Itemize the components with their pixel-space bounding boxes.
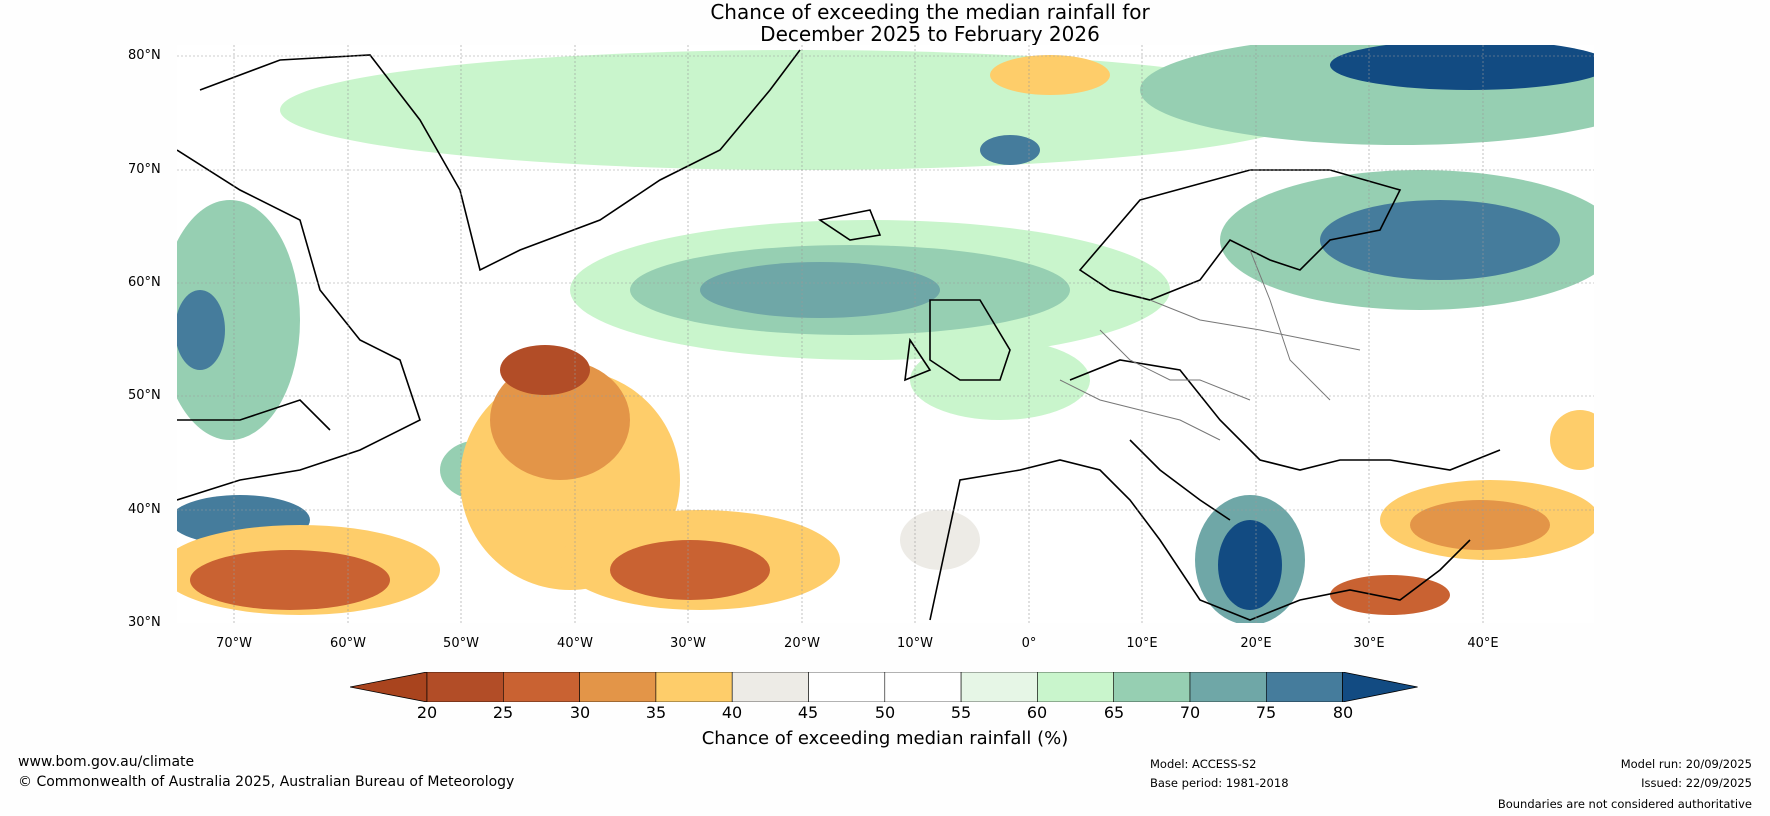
rainfall-map	[177, 45, 1594, 623]
base-period: Base period: 1981-2018	[1150, 776, 1289, 790]
lat-label-40n: 40°N	[128, 502, 161, 517]
lon-label-60w: 60°W	[330, 636, 366, 651]
lon-label-40e: 40°E	[1467, 636, 1499, 651]
colorbar-segment	[960, 672, 1038, 702]
model-run: Model run: 20/09/2025	[1620, 757, 1752, 771]
colorbar-extend-low	[350, 672, 428, 702]
lon-label-10e: 10°E	[1126, 636, 1158, 651]
map-title-line-2: December 2025 to February 2026	[760, 22, 1100, 46]
lon-label-20w: 20°W	[784, 636, 820, 651]
colorbar-tick: 75	[1255, 703, 1277, 722]
copyright: © Commonwealth of Australia 2025, Austra…	[18, 774, 515, 790]
colorbar-segment	[1189, 672, 1267, 702]
colorbar-tick: 35	[645, 703, 667, 722]
colorbar-tick: 55	[950, 703, 972, 722]
colorbar-segment	[1113, 672, 1191, 702]
colorbar-segment	[1037, 672, 1115, 702]
country-borders	[1059, 249, 1361, 441]
colorbar-tick: 40	[721, 703, 743, 722]
site-url[interactable]: www.bom.gov.au/climate	[18, 754, 195, 770]
colorbar-tick: 50	[874, 703, 896, 722]
model-name: Model: ACCESS-S2	[1150, 757, 1257, 771]
issued-date: Issued: 22/09/2025	[1641, 776, 1752, 790]
lon-label-30e: 30°E	[1353, 636, 1385, 651]
colorbar-tick: 80	[1332, 703, 1354, 722]
colorbar-tick: 20	[416, 703, 438, 722]
colorbar-tick: 65	[1103, 703, 1125, 722]
colorbar-segment	[731, 672, 809, 702]
colorbar-segment	[426, 672, 504, 702]
lat-label-60n: 60°N	[128, 275, 161, 290]
lat-label-50n: 50°N	[128, 388, 161, 403]
lon-label-40w: 40°W	[557, 636, 593, 651]
lat-label-30n: 30°N	[128, 615, 161, 630]
lat-label-70n: 70°N	[128, 162, 161, 177]
colorbar-tick: 25	[492, 703, 514, 722]
colorbar-tick: 45	[797, 703, 819, 722]
colorbar-segment	[655, 672, 733, 702]
colorbar-segment	[884, 672, 962, 702]
colorbar-tick: 30	[569, 703, 591, 722]
wet-anomaly-areas	[177, 45, 1594, 623]
colorbar-label: Chance of exceeding median rainfall (%)	[701, 728, 1069, 749]
colorbar	[350, 672, 1418, 702]
disclaimer: Boundaries are not considered authoritat…	[1497, 797, 1752, 811]
lon-label-10w: 10°W	[897, 636, 933, 651]
lat-label-80n: 80°N	[128, 48, 161, 63]
colorbar-tick: 60	[1026, 703, 1048, 722]
lon-label-30w: 30°W	[670, 636, 706, 651]
lon-label-0: 0°	[1021, 636, 1037, 651]
map-title-line-1: Chance of exceeding the median rainfall …	[710, 0, 1150, 24]
graticule	[177, 45, 1594, 623]
lon-label-70w: 70°W	[216, 636, 252, 651]
lon-label-50w: 50°W	[443, 636, 479, 651]
colorbar-segment	[579, 672, 657, 702]
colorbar-extend-high	[1342, 672, 1418, 702]
colorbar-segment	[808, 672, 886, 702]
lon-label-20e: 20°E	[1240, 636, 1272, 651]
colorbar-tick: 70	[1179, 703, 1201, 722]
colorbar-segment	[503, 672, 580, 702]
colorbar-segment	[1265, 672, 1343, 702]
dry-anomaly-areas	[177, 55, 1594, 615]
